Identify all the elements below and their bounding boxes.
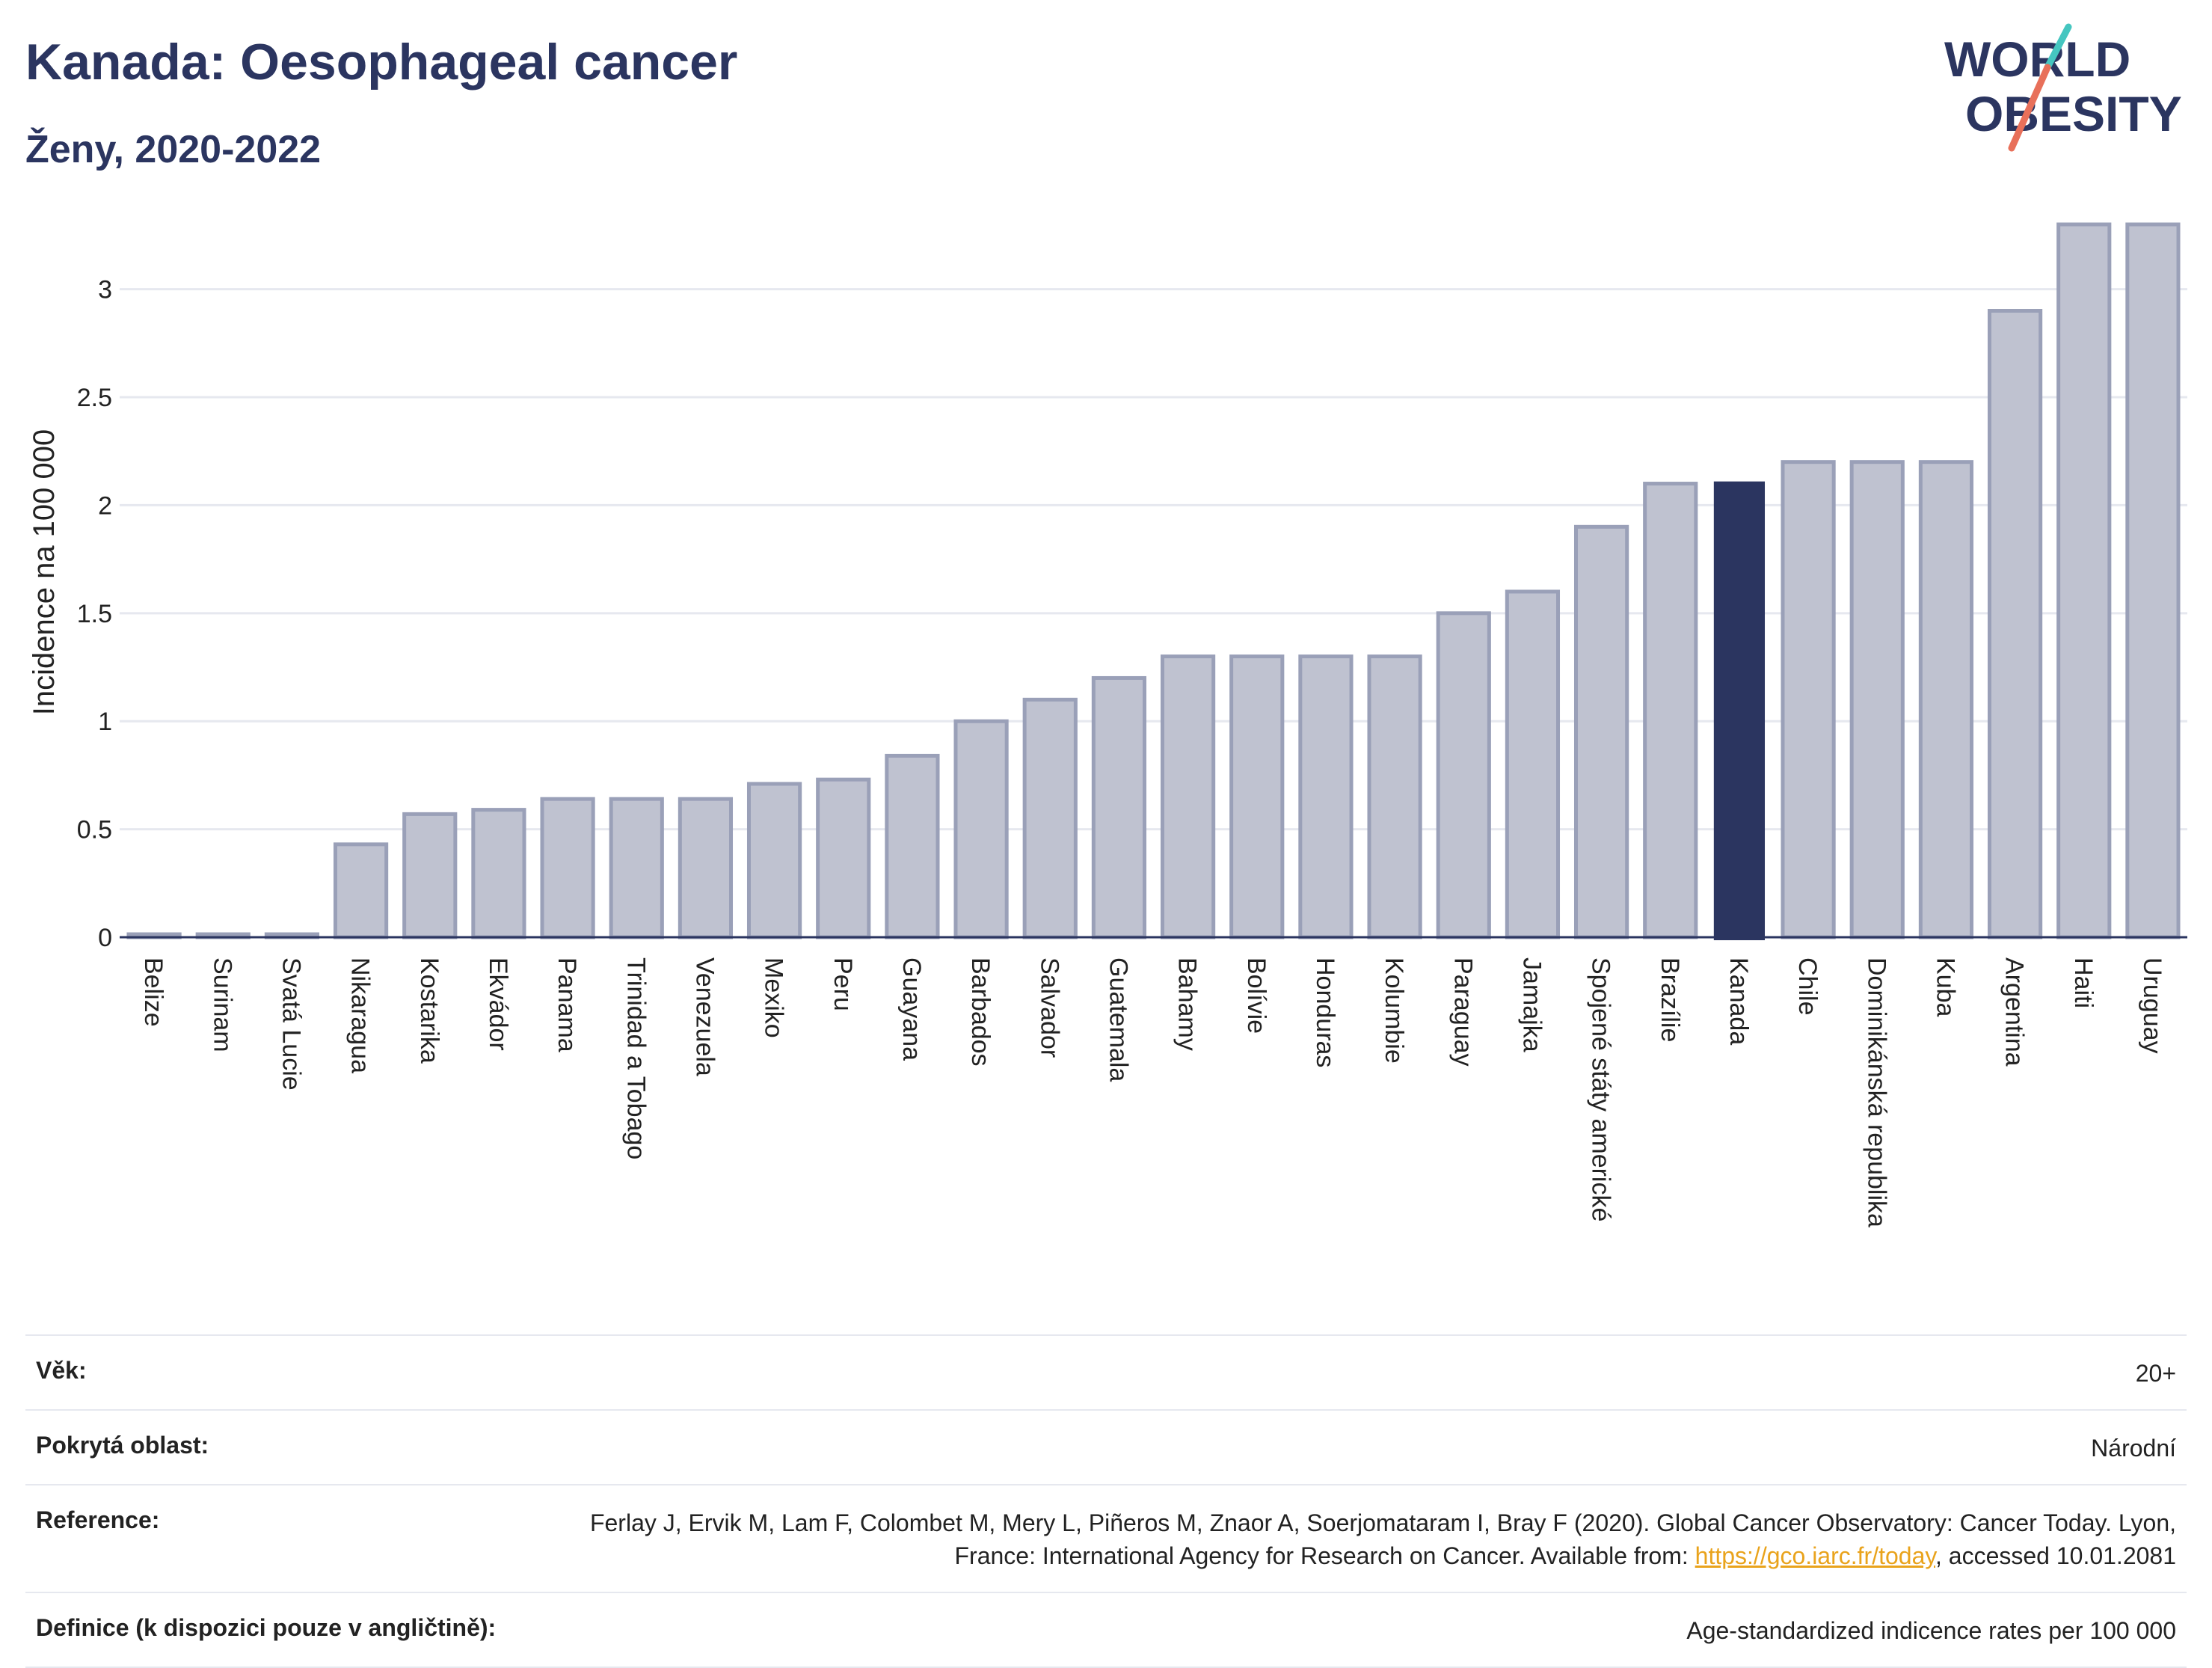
chart-subtitle: Ženy, 2020-2022 [25, 128, 322, 171]
x-tick-label: Jamajka [1517, 957, 1546, 1052]
meta-key: Definice (k dispozici pouze v angličtině… [36, 1614, 497, 1641]
bar [1849, 460, 1905, 939]
x-tick-label: Bolívie [1242, 957, 1271, 1034]
x-tick-label: Uruguay [2138, 957, 2166, 1054]
y-tick-label: 2 [98, 491, 112, 520]
bar [746, 782, 802, 939]
x-tick-label: Trinidad a Tobago [621, 957, 650, 1159]
logo-line2: OBESITY [1965, 86, 2182, 141]
bar [1987, 309, 2043, 939]
x-tick-label: Surinam [208, 957, 236, 1052]
bar [1781, 460, 1836, 939]
x-tick-label: Dominikánská republika [1862, 957, 1890, 1227]
x-tick-label: Honduras [1311, 957, 1339, 1067]
x-tick-label: Bahamy [1173, 957, 1202, 1051]
x-tick-label: Kuba [1931, 957, 1959, 1017]
bar [471, 808, 526, 939]
chart-title: Kanada: Oesophageal cancer [25, 34, 738, 91]
x-tick-label: Ekvádor [484, 957, 512, 1051]
meta-value: Národní [2091, 1435, 2176, 1462]
bar [402, 812, 458, 939]
x-tick-label: Paraguay [1448, 957, 1477, 1067]
x-tick-label: Mexiko [760, 957, 788, 1038]
y-tick-label: 0.5 [77, 816, 112, 844]
meta-value: Age-standardized indicence rates per 100… [1686, 1617, 2176, 1644]
x-tick-label: Belize [139, 957, 168, 1027]
meta-value: 20+ [2135, 1360, 2176, 1387]
x-tick-label: Chile [1793, 957, 1822, 1015]
bar [1505, 589, 1561, 939]
y-tick-label: 1 [98, 708, 112, 736]
x-tick-label: Venezuela [690, 957, 719, 1076]
meta-row-reference: Reference: Ferlay J, Ervik M, Lam F, Col… [25, 1484, 2187, 1592]
metadata-table: Věk: 20+ Pokrytá oblast: Národní Referen… [25, 1334, 2187, 1668]
bar [678, 797, 734, 939]
bar [1643, 482, 1698, 939]
x-tick-label: Argentina [2000, 957, 2029, 1067]
reference-link[interactable]: https://gco.iarc.fr/today [1695, 1542, 1935, 1569]
meta-key: Reference: [36, 1506, 160, 1533]
reference-accessed: , accessed 10.01.2081 [1935, 1542, 2176, 1569]
bar [1091, 675, 1147, 939]
x-tick-label: Svatá Lucie [277, 957, 305, 1091]
x-tick-label: Barbados [966, 957, 995, 1067]
y-tick-label: 1.5 [77, 600, 112, 628]
bar [1298, 654, 1354, 939]
logo-line1: WORLD [1944, 31, 2130, 87]
bar [540, 797, 595, 939]
x-tick-label: Peru [829, 957, 857, 1011]
bar-chart: 0 0.5 1 1.5 2 2.5 3 Incidence na 100 000 Belize S… [28, 222, 2187, 1227]
x-tick-label: Kostarika [415, 957, 443, 1064]
x-tick-label: Brazílie [1656, 957, 1684, 1042]
bar [885, 753, 940, 939]
x-tick-label: Panama [553, 957, 581, 1052]
x-tick-label: Kolumbie [1380, 957, 1408, 1064]
reference-text: Ferlay J, Ervik M, Lam F, Colombet M, Me… [589, 1509, 2176, 1569]
bar [2056, 222, 2112, 939]
meta-key: Věk: [36, 1357, 87, 1384]
meta-key: Pokrytá oblast: [36, 1432, 209, 1459]
meta-value: Ferlay J, Ervik M, Lam F, Colombet M, Me… [531, 1506, 2176, 1572]
bar [1918, 460, 1974, 939]
bar [1229, 654, 1285, 939]
bar [1367, 654, 1422, 939]
bar [1022, 697, 1078, 939]
bar [1160, 654, 1216, 939]
x-tick-label: Guatemala [1104, 957, 1132, 1082]
meta-row-coverage: Pokrytá oblast: Národní [25, 1409, 2187, 1484]
y-tick-label: 3 [98, 276, 112, 304]
x-tick-label: Kanada [1724, 957, 1753, 1045]
y-tick-label: 2.5 [77, 384, 112, 412]
logo-slash-coral [2008, 64, 2051, 152]
bar [2125, 222, 2181, 939]
logo-slash-teal [2044, 23, 2072, 71]
bar [953, 719, 1009, 939]
bar [609, 797, 664, 939]
bar [1436, 611, 1491, 939]
world-obesity-logo: WORLD OBESITY [1944, 23, 2182, 152]
x-tick-label: Haiti [2069, 957, 2098, 1008]
y-axis-label: Incidence na 100 000 [28, 429, 61, 716]
x-tick-label: Salvador [1035, 957, 1063, 1058]
bar-highlight [1713, 481, 1766, 940]
y-tick-label: 0 [98, 924, 112, 952]
bar [1573, 524, 1629, 939]
x-tick-label: Guayana [897, 957, 926, 1061]
x-tick-label: Nikaragua [346, 957, 375, 1073]
bar [816, 777, 871, 939]
bar [333, 842, 389, 939]
meta-row-definition: Definice (k dispozici pouze v angličtině… [25, 1592, 2187, 1668]
x-tick-label: Spojené státy americké [1587, 957, 1615, 1221]
meta-row-age: Věk: 20+ [25, 1334, 2187, 1409]
